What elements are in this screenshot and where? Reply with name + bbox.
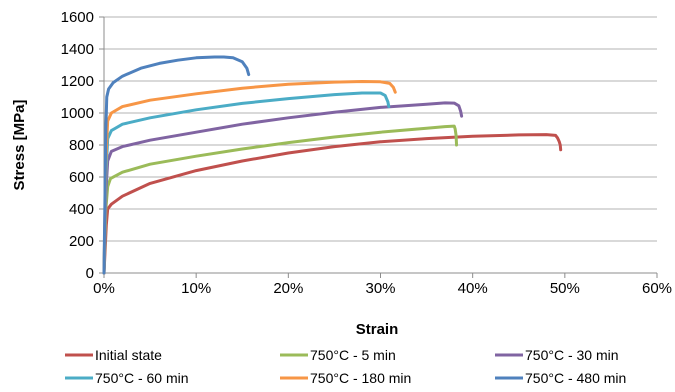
series-lines	[102, 55, 563, 275]
legend-label: 750°C - 5 min	[310, 347, 396, 363]
series-line	[102, 124, 459, 275]
x-tick-label: 0%	[93, 280, 115, 297]
gridlines	[104, 16, 657, 242]
axes	[99, 16, 658, 278]
y-tick-label: 0	[86, 265, 94, 282]
y-tick-label: 200	[69, 233, 94, 250]
legend-label: 750°C - 180 min	[310, 370, 411, 386]
x-tick-label: 50%	[550, 280, 580, 297]
y-tick-label: 1400	[61, 41, 94, 58]
y-tick-label: 1600	[61, 9, 94, 26]
x-tick-label: 20%	[273, 280, 303, 297]
x-tick-labels: 0% 10% 20% 30% 40% 50% 60%	[93, 280, 672, 297]
series-line	[102, 91, 391, 275]
legend-label: 750°C - 30 min	[525, 347, 619, 363]
y-axis-label: Stress [MPa]	[11, 100, 28, 191]
series-line	[102, 101, 464, 275]
y-tick-label: 600	[69, 169, 94, 186]
legend-label: 750°C - 480 min	[525, 370, 626, 386]
x-axis-label: Strain	[356, 321, 399, 338]
series-line	[102, 133, 563, 275]
x-tick-label: 40%	[458, 280, 488, 297]
y-tick-label: 1000	[61, 105, 94, 122]
y-tick-label: 1200	[61, 73, 94, 90]
legend: Initial state 750°C - 5 min 750°C - 30 min…	[65, 347, 626, 386]
series-line	[102, 79, 397, 275]
y-tick-label: 800	[69, 137, 94, 154]
y-tick-labels: 0 200 400 600 800 1000 1200 1400 1600	[61, 9, 94, 282]
y-tick-label: 400	[69, 201, 94, 218]
legend-label: Initial state	[95, 347, 162, 363]
x-tick-label: 30%	[365, 280, 395, 297]
series-line	[102, 55, 251, 275]
x-tick-label: 60%	[642, 280, 672, 297]
x-tick-label: 10%	[181, 280, 211, 297]
legend-label: 750°C - 60 min	[95, 370, 189, 386]
